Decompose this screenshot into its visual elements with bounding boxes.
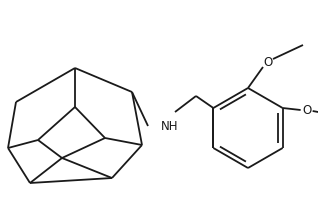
Text: NH: NH [161, 121, 178, 133]
Text: O: O [263, 57, 273, 70]
Text: O: O [302, 103, 311, 116]
